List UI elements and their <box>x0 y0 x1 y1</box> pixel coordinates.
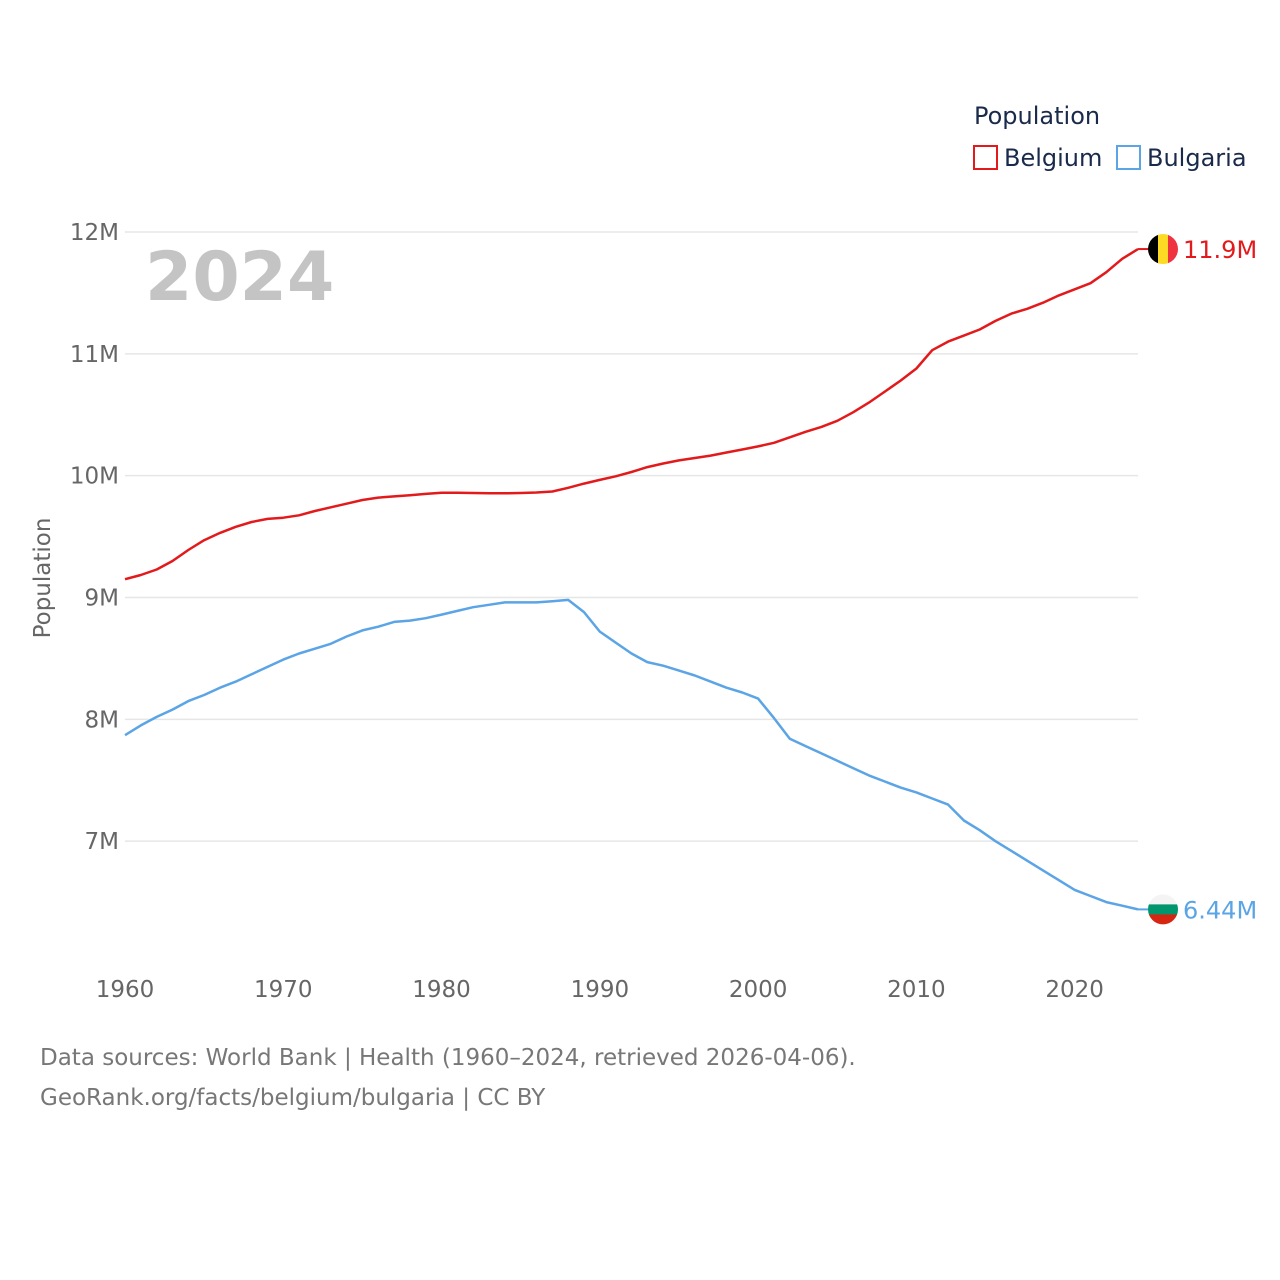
y-axis-ticks: 12M 11M 10M 9M 8M 7M <box>70 220 119 855</box>
belgium-flag-icon <box>1148 234 1178 265</box>
legend-label-bulgaria: Bulgaria <box>1147 144 1247 172</box>
x-tick-label: 1990 <box>571 977 630 1003</box>
y-tick-label: 8M <box>85 707 119 733</box>
series-line-belgium[interactable] <box>124 248 1139 581</box>
flag-stripe <box>1148 234 1159 265</box>
year-label: 2024 <box>145 238 334 317</box>
x-tick-label: 2020 <box>1045 977 1104 1003</box>
y-tick-label: 12M <box>70 220 119 246</box>
footer-sources: Data sources: World Bank | Health (1960–… <box>40 1045 856 1071</box>
x-tick-label: 2010 <box>887 977 946 1003</box>
legend[interactable]: Population Belgium Bulgaria <box>973 102 1247 172</box>
x-axis-ticks: 1960 1970 1980 1990 2000 2010 2020 <box>96 977 1104 1003</box>
end-value-label-bulgaria: 6.44M <box>1183 896 1257 924</box>
legend-swatch-belgium <box>973 145 998 170</box>
flag-stripe <box>1148 904 1178 915</box>
y-tick-label: 11M <box>70 342 119 368</box>
gridlines <box>125 231 1138 842</box>
series-lines <box>124 248 1139 911</box>
legend-item-bulgaria[interactable]: Bulgaria <box>1116 144 1247 172</box>
flag-stripes <box>1148 894 1178 925</box>
y-tick-label: 10M <box>70 464 119 490</box>
flag-stripes <box>1148 234 1178 265</box>
legend-title: Population <box>974 102 1100 130</box>
flag-stripe <box>1148 914 1178 925</box>
y-tick-label: 7M <box>85 829 119 855</box>
footer-link[interactable]: GeoRank.org/facts/belgium/bulgaria | CC … <box>40 1085 546 1111</box>
end-value-label-belgium: 11.9M <box>1183 236 1257 264</box>
legend-swatch-bulgaria <box>1116 145 1141 170</box>
series-line-bulgaria[interactable] <box>124 598 1139 911</box>
x-tick-label: 1970 <box>254 977 313 1003</box>
legend-item-belgium[interactable]: Belgium <box>973 144 1102 172</box>
flag-stripe <box>1158 234 1169 265</box>
y-tick-label: 9M <box>85 586 119 612</box>
y-axis-label: Population <box>30 518 56 639</box>
legend-label-belgium: Belgium <box>1004 144 1102 172</box>
x-tick-label: 1980 <box>412 977 471 1003</box>
flag-stripe <box>1168 234 1178 265</box>
series-endpoints: 11.9M 6.44M <box>1138 234 1257 925</box>
bulgaria-flag-icon <box>1148 894 1178 925</box>
x-tick-label: 2000 <box>729 977 788 1003</box>
flag-stripe <box>1148 894 1178 905</box>
x-tick-label: 1960 <box>96 977 155 1003</box>
